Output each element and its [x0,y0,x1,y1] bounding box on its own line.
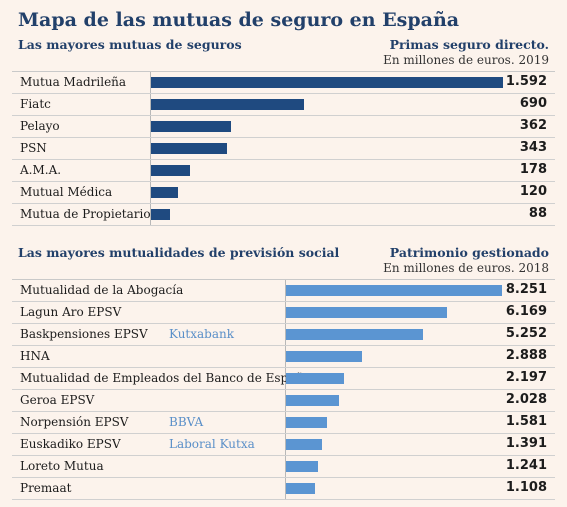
category-label: Loreto Mutua [20,459,104,473]
chart1-row: PSN 343 [12,138,555,160]
chart1-row: Mutua de Propietarios 88 [12,204,555,226]
value-label: 178 [519,162,547,177]
value-label: 1.108 [505,480,547,495]
bar [286,417,328,428]
chart2-row: Loreto Mutua 1.241 [12,456,555,478]
value-label: 2.888 [505,348,547,363]
value-label: 690 [519,96,547,111]
bar [286,307,448,318]
category-label: HNA [20,349,50,363]
category-label: Lagun Aro EPSV [20,305,122,319]
value-label: 88 [528,206,547,221]
chart2-unit-label: En millones de euros. 2018 [383,261,549,275]
category-label: Norpensión EPSV [20,415,129,429]
category-label: A.M.A. [20,163,62,177]
page-title: Mapa de las mutuas de seguro en España [18,9,460,31]
value-label: 1.241 [505,458,547,473]
bar [286,351,362,362]
category-label: Mutualidad de la Abogacía [20,283,184,297]
chart2-row: Mutualidad de Empleados del Banco de Esp… [12,368,555,390]
chart2-row: Baskpensiones EPSV Kutxabank 5.252 [12,324,555,346]
group-tag: BBVA [169,415,204,429]
category-label: PSN [20,141,47,155]
chart1-row: Mutual Médica 120 [12,182,555,204]
chart2-axis-line [285,280,286,500]
chart1-row: A.M.A. 178 [12,160,555,182]
chart1-plot: Mutua Madrileña 1.592 Fiatc 690 Pelayo 362 PSN… [12,72,555,226]
value-label: 1.592 [505,74,547,89]
chart2-row: HNA 2.888 [12,346,555,368]
group-tag: Laboral Kutxa [169,437,255,451]
bar [151,99,304,110]
bar [151,143,227,154]
value-label: 8.251 [505,282,547,297]
value-label: 120 [519,184,547,199]
chart2-row: Geroa EPSV 2.028 [12,390,555,412]
category-label: Mutua de Propietarios [20,207,157,221]
value-label: 2.197 [505,370,547,385]
category-label: Pelayo [20,119,60,133]
chart1-value-label: Primas seguro directo. [389,37,549,52]
chart2-row: Premaat 1.108 [12,478,555,500]
value-label: 1.391 [505,436,547,451]
bar [151,209,171,220]
chart1-row: Mutua Madrileña 1.592 [12,72,555,94]
bar [286,285,502,296]
value-label: 343 [519,140,547,155]
chart1-row: Fiatc 690 [12,94,555,116]
chart2-row: Norpensión EPSV BBVA 1.581 [12,412,555,434]
chart1-top-rule [12,71,555,72]
chart2-row: Mutualidad de la Abogacía 8.251 [12,280,555,302]
bar [286,439,323,450]
bar [286,461,319,472]
group-tag: Kutxabank [169,327,235,341]
bar [286,373,344,384]
category-label: Mutual Médica [20,185,113,199]
chart2-row: Euskadiko EPSV Laboral Kutxa 1.391 [12,434,555,456]
chart1-axis-line [150,72,151,226]
value-label: 2.028 [505,392,547,407]
bar [151,165,191,176]
category-label: Premaat [20,481,72,495]
bar [151,121,232,132]
bar [151,187,178,198]
category-label: Geroa EPSV [20,393,95,407]
category-label: Baskpensiones EPSV [20,327,148,341]
category-label: Mutua Madrileña [20,75,127,89]
chart1-unit-label: En millones de euros. 2019 [383,53,549,67]
value-label: 5.252 [505,326,547,341]
chart2-plot: Mutualidad de la Abogacía 8.251 Lagun Aro … [12,280,555,500]
category-label: Fiatc [20,97,51,111]
value-label: 1.581 [505,414,547,429]
value-label: 6.169 [505,304,547,319]
chart1-row: Pelayo 362 [12,116,555,138]
bar [286,329,424,340]
bar [286,483,315,494]
value-label: 362 [519,118,547,133]
category-label: Euskadiko EPSV [20,437,121,451]
chart2-top-rule [12,279,555,280]
chart2-value-label: Patrimonio gestionado [389,245,549,260]
bar [286,395,340,406]
category-label: Mutualidad de Empleados del Banco de Esp… [20,371,311,385]
bar [151,77,503,88]
chart2-row: Lagun Aro EPSV 6.169 [12,302,555,324]
chart1-title: Las mayores mutuas de seguros [18,37,242,52]
chart2-title: Las mayores mutualidades de previsión so… [18,245,340,260]
